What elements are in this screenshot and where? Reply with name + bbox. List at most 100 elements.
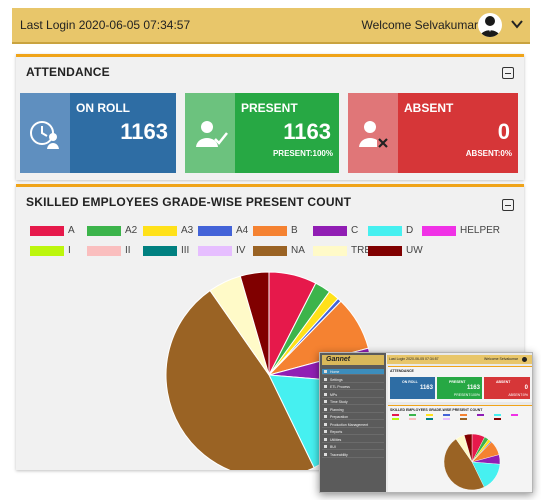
preview-absent-card: ABSENT 0 ABSENT:0% (484, 377, 530, 399)
preview-legend-swatch (409, 418, 416, 420)
preview-legend-swatch (426, 418, 433, 420)
chevron-down-icon[interactable] (510, 17, 524, 31)
menu-item-icon (324, 415, 327, 418)
preview-legend-swatch (511, 414, 518, 416)
last-login-text: Last Login 2020-06-05 07:34:57 (20, 18, 191, 32)
collapse-chart-button[interactable] (502, 199, 514, 211)
preview-legend-swatch (392, 418, 399, 420)
legend-swatch (87, 226, 121, 236)
preview-legend-swatch (426, 414, 433, 416)
preview-menu-label: ETL Process (330, 385, 350, 389)
legend-swatch (87, 246, 121, 256)
preview-pie-slice-na (443, 438, 485, 491)
preview-menu-label: Traceability (330, 452, 348, 457)
legend-label: TRE (351, 245, 371, 256)
preview-chart-panel: SKILLED EMPLOYEES GRADE-WISE PRESENT COU… (388, 405, 532, 492)
attendance-title: ATTENDANCE (26, 65, 110, 79)
present-value: 1163 (283, 119, 331, 144)
legend-swatch (143, 226, 177, 236)
pie-slice-uw[interactable] (239, 271, 270, 376)
preview-legend-swatch (494, 418, 501, 420)
menu-item-icon (324, 400, 327, 403)
absent-label: ABSENT (404, 101, 454, 115)
preview-absent-value: 0 (524, 385, 528, 391)
preview-menu-item: MPs (322, 392, 384, 398)
user-check-icon (185, 93, 235, 173)
absent-value: 0 (497, 119, 510, 144)
preview-menu-item: ETL Process (322, 384, 384, 390)
preview-pie-chart (443, 433, 501, 491)
menu-item-icon (324, 422, 327, 426)
preview-menu-label: Time Study (330, 400, 348, 404)
preview-present-card: PRESENT 1163 PRESENT:100% (437, 377, 482, 399)
menu-item-icon (324, 377, 327, 381)
on-roll-value: 1163 (120, 119, 168, 144)
user-x-icon (348, 93, 398, 173)
preview-menu-item: Production Management (322, 422, 384, 428)
legend-label: B (291, 225, 298, 236)
legend-swatch (198, 246, 232, 256)
user-avatar-icon[interactable] (478, 13, 502, 37)
preview-legend-swatch (409, 414, 416, 416)
legend-label: A (68, 225, 75, 236)
clock-user-icon (20, 93, 70, 173)
legend-swatch (253, 226, 287, 236)
legend-swatch (313, 246, 347, 256)
pie-slice-na[interactable] (165, 289, 315, 470)
absent-sub: ABSENT:0% (465, 149, 512, 158)
collapse-attendance-button[interactable] (502, 67, 514, 79)
preview-menu-item: Time Study (322, 399, 384, 405)
menu-item-icon (324, 430, 327, 433)
preview-legend-swatch (392, 414, 399, 416)
preview-menu-label: Utilities (330, 437, 342, 442)
absent-card[interactable]: ABSENT 0 ABSENT:0% (348, 93, 518, 173)
preview-menu-item: BUI (322, 444, 384, 450)
legend-swatch (30, 226, 64, 236)
preview-menu-label: BUI (330, 445, 336, 449)
preview-menu-label: MPs (330, 392, 337, 397)
preview-legend-swatch (443, 414, 450, 416)
preview-menu-item: Traceability (322, 452, 384, 458)
preview-legend-swatch (460, 418, 467, 420)
legend-label: C (351, 225, 359, 236)
preview-on-roll-label: ON ROLL (402, 380, 418, 384)
legend-label: II (125, 245, 131, 256)
legend-label: NA (291, 245, 305, 256)
preview-menu-label: Reports (330, 430, 343, 434)
present-card[interactable]: PRESENT 1163 PRESENT:100% (185, 93, 339, 173)
preview-on-roll-value: 1163 (419, 385, 433, 391)
legend-label: A4 (236, 225, 249, 236)
preview-menu-item: Planning (322, 407, 384, 413)
preview-present-sub: PRESENT:100% (453, 393, 480, 397)
legend-label: A2 (125, 225, 138, 236)
present-sub: PRESENT:100% (272, 149, 333, 158)
preview-menu-item: Reports (322, 429, 384, 435)
legend-swatch (30, 246, 64, 256)
legend-label: D (406, 225, 414, 236)
preview-avatar-icon (522, 357, 527, 362)
preview-pie-slice-uw (463, 433, 473, 463)
preview-legend-swatch (460, 414, 467, 416)
grade-chart-panel: SKILLED EMPLOYEES GRADE-WISE PRESENT COU… (16, 184, 524, 470)
menu-item-icon (324, 437, 327, 441)
preview-legend-swatch (477, 418, 484, 420)
preview-present-label: PRESENT (449, 380, 466, 384)
on-roll-card[interactable]: ON ROLL 1163 (20, 93, 176, 173)
welcome-text: Welcome Selvakumar (361, 18, 478, 32)
preview-topbar: Last Login 2020-06-05 07:34:57 Welcome S… (387, 355, 532, 364)
preview-menu-item: Settings (322, 377, 384, 383)
preview-menu-label: Production Management (330, 422, 369, 427)
preview-menu-item: Preparation (322, 414, 384, 420)
preview-attendance-title: ATTENDANCE (390, 369, 414, 373)
top-bar: Last Login 2020-06-05 07:34:57 Welcome S… (12, 8, 530, 44)
preview-absent-label: ABSENT (496, 380, 511, 384)
legend-swatch (422, 226, 456, 236)
present-label: PRESENT (241, 101, 298, 115)
legend-label: IV (236, 245, 246, 256)
on-roll-label: ON ROLL (76, 101, 130, 115)
legend-swatch (368, 246, 402, 256)
menu-item-icon (324, 385, 327, 388)
preview-menu-label: Settings (330, 377, 343, 382)
preview-absent-sub: ABSENT:0% (508, 393, 528, 397)
legend-swatch (253, 246, 287, 256)
